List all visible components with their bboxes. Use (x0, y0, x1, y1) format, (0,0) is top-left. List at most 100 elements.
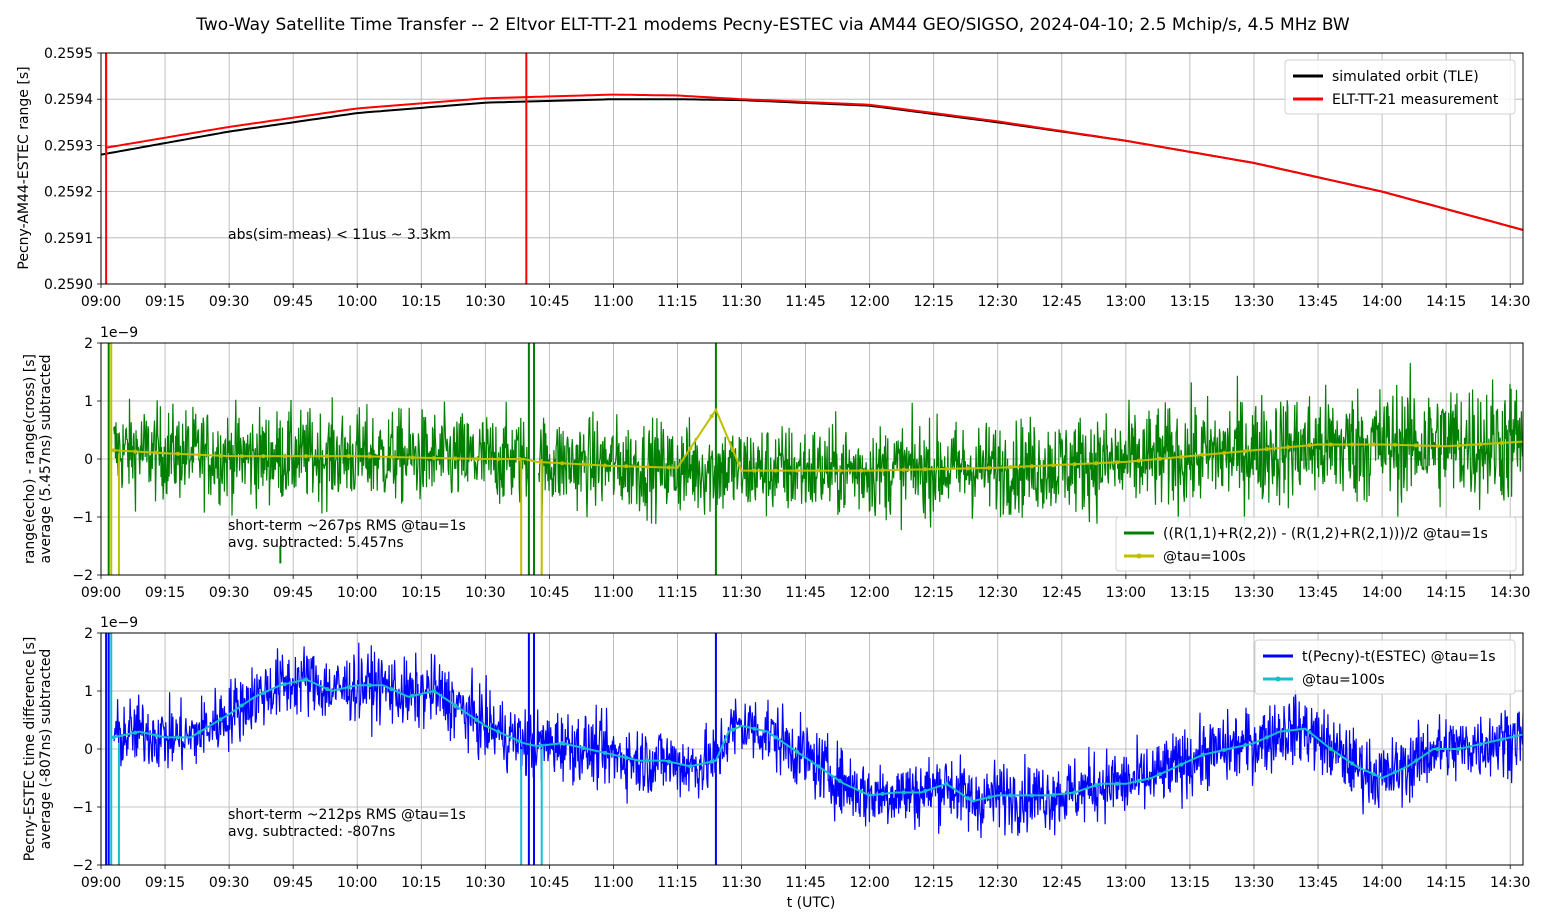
echo-cross-avg-point (795, 468, 800, 473)
panel-echo-cross-xtick-label: 10:45 (529, 585, 569, 601)
panel-range-xtick-label: 14:00 (1362, 294, 1402, 310)
panel-range-xtick-label: 14:15 (1426, 294, 1466, 310)
echo-cross-avg-point (1392, 442, 1397, 447)
echo-cross-avg-point (602, 463, 607, 468)
time-diff-avg-line (113, 678, 1523, 803)
echo-cross-avg-point (1200, 452, 1205, 457)
panel-time-difference-xtick-label: 09:30 (209, 875, 249, 891)
time-diff-avg-point (218, 717, 223, 722)
panel-range-legend-label: simulated orbit (TLE) (1332, 69, 1479, 85)
panel-range-xtick-label: 11:45 (785, 294, 825, 310)
panel-time-difference-xtick-label: 10:45 (529, 875, 569, 891)
panel-time-difference-xtick-label: 13:15 (1170, 875, 1210, 891)
echo-cross-avg-point (560, 461, 565, 466)
panel-range-xtick-label: 09:30 (209, 294, 249, 310)
panel-range-ytick-label: 0.2595 (44, 46, 93, 62)
echo-cross-avg-point (410, 455, 415, 460)
panel-time-difference-xtick-label: 12:15 (914, 875, 954, 891)
panel-range-legend-box (1284, 59, 1516, 115)
echo-cross-avg-point (1264, 447, 1269, 452)
panel-echo-cross-ytick-label: −2 (72, 568, 93, 584)
panel-echo-cross-legend: ((R(1,1)+R(2,2)) - (R(1,2)+R(2,1)))/2 @t… (1115, 516, 1517, 572)
time-diff-avg-point (859, 789, 864, 794)
time-diff-avg-point (645, 758, 650, 763)
time-diff-avg-point (560, 741, 565, 746)
panel-echo-cross-xtick-label: 09:15 (145, 585, 185, 601)
panel-time-difference-series (105, 633, 1523, 865)
panel-range-xtick-label: 09:15 (145, 294, 185, 310)
echo-cross-avg-point (1286, 445, 1291, 450)
time-diff-avg-point (1094, 783, 1098, 788)
panel-time-difference-xtick-label: 13:45 (1298, 875, 1338, 891)
panel-echo-cross-legend-label: ((R(1,1)+R(2,2)) - (R(1,2)+R(2,1)))/2 @t… (1163, 526, 1488, 542)
time-diff-avg-point (282, 682, 287, 687)
panel-echo-cross-xtick-label: 10:00 (337, 585, 377, 601)
echo-cross-avg-point (197, 452, 202, 457)
time-diff-avg-point (837, 778, 842, 783)
panel-time-difference-legend-label: t(Pecny)-t(ESTEC) @tau=1s (1302, 649, 1496, 665)
panel-time-difference-annotation-1: short-term ~212ps RMS @tau=1s (228, 807, 466, 823)
time-diff-avg-point (389, 687, 394, 692)
panel-time-difference-legend: t(Pecny)-t(ESTEC) @tau=1s @tau=100s (1254, 639, 1516, 695)
panel-time-difference-xtick-label: 11:00 (593, 875, 633, 891)
panel-range-ytick-label: 0.2590 (44, 277, 93, 293)
panel-echo-cross-xtick-label: 09:45 (273, 585, 313, 601)
panel-echo-cross-xtick-label: 10:15 (401, 585, 441, 601)
panel-range-legend: simulated orbit (TLE) ELT-TT-21 measureme… (1284, 59, 1516, 115)
x-axis-label: t (UTC) (787, 895, 836, 911)
panel-echo-cross-annotation-1: short-term ~267ps RMS @tau=1s (228, 518, 466, 534)
time-diff-avg-point (1029, 793, 1034, 798)
time-diff-avg-point (1350, 761, 1355, 766)
panel-range-xtick-label: 12:30 (978, 294, 1018, 310)
echo-cross-avg-line (113, 407, 1523, 472)
panel-range-ylabel: Pecny-AM44-ESTEC range [s] (16, 66, 32, 269)
time-diff-avg-point (517, 739, 522, 744)
echo-cross-avg-point (645, 464, 650, 469)
echo-cross-avg-point (346, 454, 351, 459)
panel-range-frame (100, 52, 1524, 285)
panel-echo-cross-xtick-label: 09:00 (81, 585, 121, 601)
echo-cross-avg-point (261, 454, 266, 459)
time-diff-avg-point (1158, 772, 1162, 777)
panel-range-ytick-label: 0.2594 (44, 92, 93, 108)
panel-echo-cross-xtick-label: 13:00 (1106, 585, 1146, 601)
time-diff-avg-point (1072, 790, 1077, 795)
panel-range-ytick-label: 0.2592 (44, 185, 93, 201)
echo-cross-avg-point (1478, 442, 1483, 447)
time-diff-avg-point (154, 733, 159, 738)
panel-time-difference-ytick-label: −2 (72, 858, 93, 874)
panel-time-difference-xtick-label: 09:45 (273, 875, 313, 891)
panel-echo-cross-xtick-label: 09:30 (209, 585, 249, 601)
panel-time-difference: −2 −1 0 1 2 09:00 09:15 09:30 09:45 10:00 10:15 10… (22, 615, 1530, 891)
panel-echo-cross-series (107, 343, 1523, 575)
echo-cross-avg-point (944, 466, 949, 471)
time-diff-avg-point (1392, 770, 1397, 775)
echo-cross-avg-point (1435, 444, 1440, 448)
ylabel-line: range(echo) - range(cross) [s] (22, 354, 38, 564)
time-diff-avg-point (1499, 737, 1504, 742)
time-diff-avg-point (197, 730, 202, 735)
time-diff-avg-point (1286, 728, 1291, 733)
time-diff-avg-point (1051, 792, 1056, 797)
echo-cross-avg-point (1115, 460, 1120, 465)
panel-time-difference-xtick-label: 09:00 (81, 875, 121, 891)
time-diff-avg-point (688, 764, 693, 769)
time-diff-avg-point (1200, 752, 1205, 757)
panel-time-difference-xtick-label: 14:15 (1426, 875, 1466, 891)
echo-cross-avg-point (1158, 456, 1162, 461)
panel-time-difference-ytick-label: 2 (84, 626, 93, 642)
echo-cross-avg-point (1414, 443, 1419, 448)
panel-range-xtick-label: 11:30 (721, 294, 761, 310)
panel-echo-cross-ytick-label: −1 (72, 510, 93, 526)
panel-time-difference-legend-label: @tau=100s (1302, 672, 1385, 688)
echo-cross-avg-point (1008, 465, 1013, 470)
echo-cross-avg-point (965, 466, 970, 471)
panel-echo-cross-xtick-label: 13:30 (1234, 585, 1274, 601)
echo-cross-avg-point (1456, 443, 1461, 448)
time-diff-avg-point (175, 735, 180, 740)
ylabel-line: average (-807ns) subtracted (38, 649, 54, 850)
panel-time-difference-ytick-label: 0 (84, 742, 93, 758)
echo-cross-avg-point (111, 448, 116, 453)
panel-time-difference-xtick-label: 11:45 (785, 875, 825, 891)
